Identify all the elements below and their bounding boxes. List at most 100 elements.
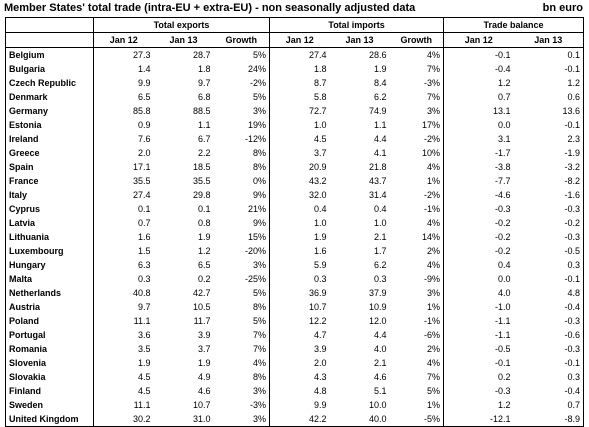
imports-jan12-cell: 4.3	[314, 371, 327, 382]
imports-growth-cell: 4%	[389, 47, 445, 62]
exports-jan12-cell: 35.5	[132, 175, 151, 186]
trade-table: Total exports Total imports Trade balanc…	[5, 17, 585, 427]
balance-jan12-cell: -7.7	[495, 175, 511, 186]
imports-jan13-cell: 6.2	[374, 259, 387, 270]
exports-growth-cell: 9%	[213, 188, 271, 202]
balance-jan12-cell: 1.2	[498, 77, 511, 88]
imports-jan12-cell: 42.2	[269, 412, 330, 427]
balance-jan13-cell: 2.3	[513, 132, 585, 146]
table-row: Greece 2.0 2.2 8% 3.7 4.1 10% -1.7 -1.9	[5, 146, 585, 160]
exports-jan13-cell: 9.7	[197, 77, 211, 88]
imports-jan12-cell: 1.0	[314, 217, 327, 228]
balance-jan12-cell: -0.2	[495, 245, 511, 256]
country-cell: Finland	[5, 384, 94, 398]
balance-jan13-cell: -0.4	[513, 384, 585, 398]
exports-jan12-cell: 6.5	[137, 91, 151, 102]
exports-growth-cell: -12%	[213, 132, 271, 146]
balance-jan12-cell: -0.1	[495, 49, 511, 60]
exports-jan13-cell: 4.9	[197, 371, 211, 382]
imports-jan13-cell: 6.2	[374, 91, 387, 102]
exports-growth-cell: 3%	[213, 384, 271, 398]
balance-jan12-cell: -0.2	[495, 217, 511, 228]
exports-growth-cell: 7%	[213, 342, 271, 356]
exports-jan13-cell: 31.0	[153, 412, 214, 427]
exports-jan13-cell: 18.5	[192, 161, 211, 172]
exports-jan12-cell: 2.0	[137, 147, 151, 158]
imports-growth-cell: -3%	[389, 76, 445, 90]
exports-growth-cell: 8%	[213, 160, 271, 174]
exports-growth-cell: 3%	[213, 104, 271, 118]
balance-jan12-cell: -0.5	[495, 343, 511, 354]
balance-jan12-cell: 3.1	[498, 133, 511, 144]
balance-jan12-cell: 0.2	[498, 371, 511, 382]
exports-jan13-cell: 0.2	[197, 273, 211, 284]
imports-jan12-cell: 8.7	[314, 77, 327, 88]
country-cell: Portugal	[5, 328, 94, 342]
exports-jan12-cell: 30.2	[93, 412, 154, 427]
imports-jan13-cell: 4.6	[374, 371, 387, 382]
exports-growth-cell: 5%	[213, 286, 271, 300]
balance-jan13-cell: 0.6	[513, 90, 585, 104]
balance-jan13-cell: -0.6	[513, 328, 585, 342]
imports-jan12-cell: 27.4	[309, 49, 327, 60]
imports-growth-cell: 4%	[389, 356, 445, 370]
balance-jan13-cell: 13.6	[513, 104, 585, 118]
imports-jan12-cell: 1.9	[314, 231, 327, 242]
exports-growth-cell: -25%	[213, 272, 271, 286]
exports-growth-cell: -3%	[213, 398, 271, 412]
exports-jan13-cell: 28.7	[192, 49, 211, 60]
imports-growth-cell: 14%	[389, 230, 445, 244]
imports-jan13-cell: 10.0	[369, 399, 387, 410]
table-row: Estonia 0.9 1.1 19% 1.0 1.1 17% 0.0 -0.1	[5, 118, 585, 132]
country-cell: Netherlands	[5, 286, 94, 300]
country-cell: Hungary	[5, 258, 94, 272]
exports-jan12-cell: 27.4	[132, 189, 151, 200]
country-cell: Lithuania	[5, 230, 94, 244]
country-cell: Sweden	[5, 398, 94, 412]
imports-jan13-cell: 43.7	[369, 175, 387, 186]
imports-jan13-cell: 1.1	[374, 119, 387, 130]
exports-growth-cell: 5%	[213, 314, 271, 328]
balance-jan13-cell: -0.5	[513, 244, 585, 258]
exports-jan12-header: Jan 12	[93, 32, 154, 48]
imports-jan12-cell: 0.3	[314, 273, 327, 284]
imports-jan12-cell: 43.2	[309, 175, 327, 186]
country-cell: Latvia	[5, 216, 94, 230]
exports-growth-cell: -2%	[213, 76, 271, 90]
imports-jan13-cell: 4.1	[374, 147, 387, 158]
exports-jan13-cell: 1.1	[197, 119, 211, 130]
imports-jan12-cell: 4.8	[314, 385, 327, 396]
exports-growth-cell: 3%	[213, 412, 271, 427]
imports-jan13-cell: 31.4	[369, 189, 387, 200]
exports-jan12-cell: 4.5	[137, 385, 151, 396]
imports-growth-cell: -5%	[389, 412, 445, 427]
imports-jan12-cell: 36.9	[309, 287, 327, 298]
balance-jan13-cell: -0.2	[513, 216, 585, 230]
exports-jan12-cell: 6.3	[137, 259, 151, 270]
exports-jan13-cell: 35.5	[192, 175, 211, 186]
table-row: Poland 11.1 11.7 5% 12.2 12.0 -1% -1.1 -0.3	[5, 314, 585, 328]
imports-growth-cell: 4%	[389, 258, 445, 272]
exports-jan12-cell: 3.5	[137, 343, 151, 354]
exports-growth-cell: 15%	[213, 230, 271, 244]
exports-group-header: Total exports	[93, 17, 271, 33]
imports-jan12-cell: 1.0	[314, 119, 327, 130]
balance-jan13-cell: -0.3	[513, 342, 585, 356]
balance-jan12-cell: -0.1	[495, 357, 511, 368]
country-cell: Italy	[5, 188, 94, 202]
country-cell: Slovenia	[5, 356, 94, 370]
country-header	[5, 17, 94, 33]
country-cell: Czech Republic	[5, 76, 94, 90]
imports-growth-cell: 10%	[389, 146, 445, 160]
exports-jan13-cell: 4.6	[197, 385, 211, 396]
balance-jan13-cell: -3.2	[513, 160, 585, 174]
table-row: Portugal 3.6 3.9 7% 4.7 4.4 -6% -1.1 -0.6	[5, 328, 585, 342]
balance-jan13-cell: 0.7	[513, 398, 585, 412]
exports-jan12-cell: 11.1	[133, 399, 151, 410]
imports-jan12-header: Jan 12	[269, 32, 330, 48]
imports-growth-cell: 17%	[389, 118, 445, 132]
imports-growth-cell: -1%	[389, 202, 445, 216]
imports-jan13-cell: 1.0	[374, 217, 387, 228]
table-row: Slovakia 4.5 4.9 8% 4.3 4.6 7% 0.2 0.3	[5, 370, 585, 384]
imports-jan12-cell: 4.7	[314, 329, 327, 340]
